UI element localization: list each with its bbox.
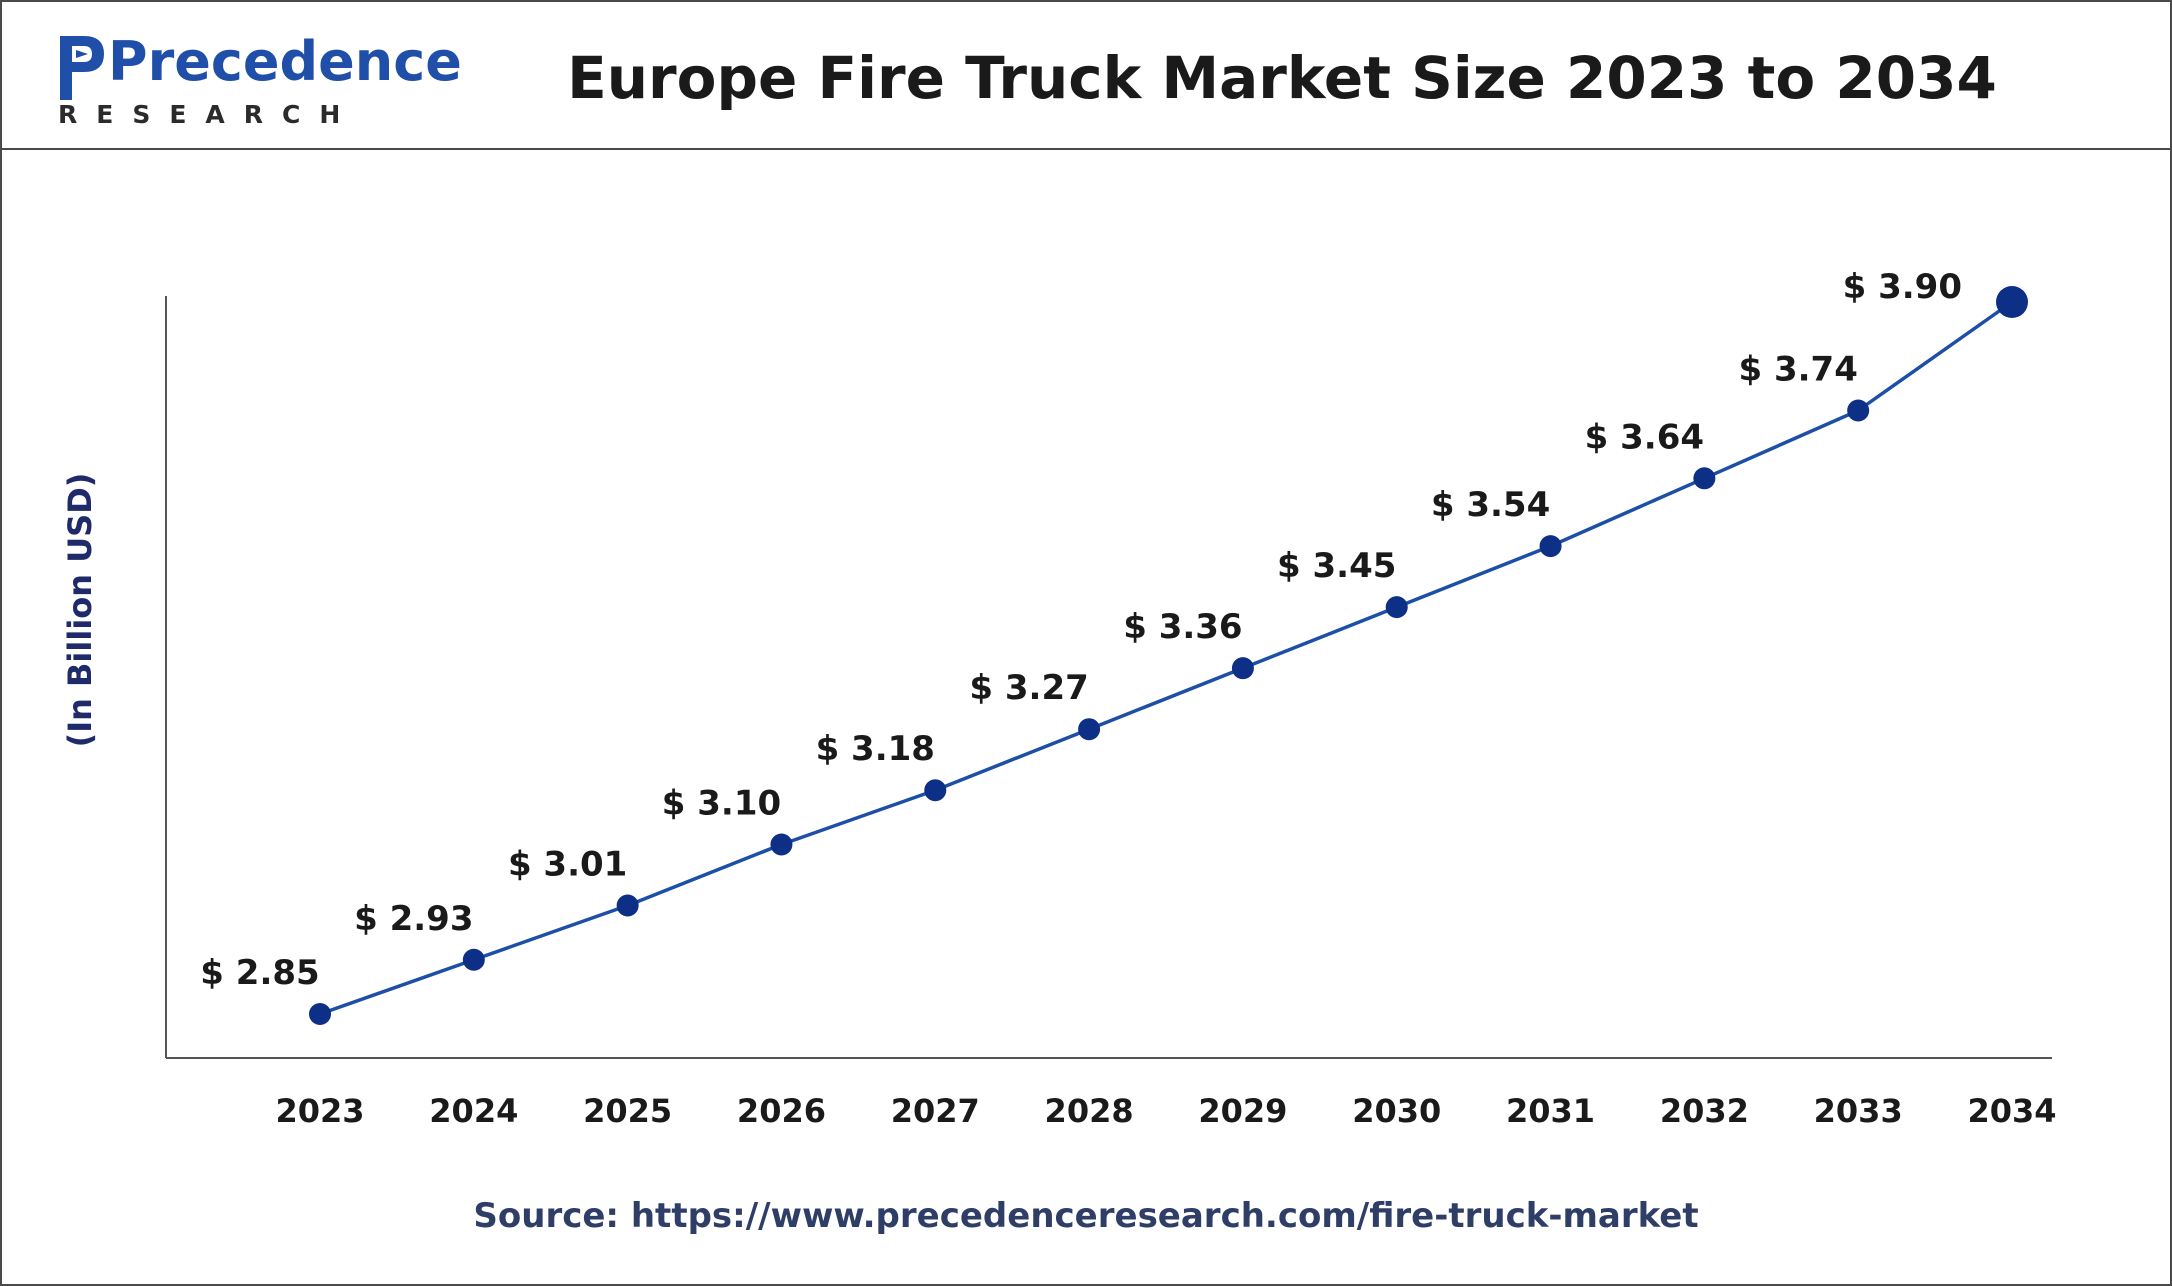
x-tick-label: 2027 [891,1092,980,1130]
x-tick-label: 2031 [1506,1092,1595,1130]
x-tick-label: 2025 [583,1092,672,1130]
data-point [1539,535,1562,558]
series-line [319,300,2014,1016]
data-label: $ 3.64 [1585,417,1704,457]
data-label: $ 3.27 [969,668,1088,708]
header-bar: Precedence RESEARCH Europe Fire Truck Ma… [2,2,2170,150]
x-tick-label: 2030 [1352,1092,1441,1130]
data-label: $ 2.85 [200,953,319,993]
data-point [616,894,639,917]
x-tick-label: 2029 [1198,1092,1287,1130]
data-point [1693,467,1716,490]
data-label: $ 3.45 [1277,546,1396,586]
data-point [309,1003,331,1025]
data-label: $ 3.10 [662,783,781,823]
x-tick-label: 2032 [1660,1092,1749,1130]
precedence-research-logo-icon [60,36,104,100]
data-point [1231,657,1254,680]
source-note: Source: https://www.precedenceresearch.c… [473,1196,1699,1236]
x-tick-label: 2024 [429,1092,518,1130]
x-tick-label: 2028 [1045,1092,1134,1130]
logo-subtitle: RESEARCH [58,100,360,129]
data-point [924,779,947,802]
logo-wordmark: Precedence [108,30,462,93]
x-tick-label: 2026 [737,1092,826,1130]
x-tick-label: 2023 [275,1092,364,1130]
data-label: $ 3.01 [508,845,627,885]
data-point [1078,718,1101,741]
data-point [1847,399,1870,422]
data-label: $ 3.74 [1738,349,1857,389]
x-tick-label: 2034 [1967,1092,2056,1130]
data-label: $ 3.54 [1431,485,1550,525]
data-point [1996,286,2028,318]
data-label: $ 3.36 [1123,607,1242,647]
data-label: $ 3.90 [1843,267,1962,307]
chart-title: Europe Fire Truck Market Size 2023 to 20… [567,44,1997,112]
x-tick-label: 2033 [1814,1092,1903,1130]
data-point [462,948,485,971]
data-label: $ 3.18 [816,729,935,769]
data-label: $ 2.93 [354,899,473,939]
data-point [1385,596,1408,619]
brand-logo: Precedence RESEARCH [50,22,462,132]
data-point [770,833,793,856]
